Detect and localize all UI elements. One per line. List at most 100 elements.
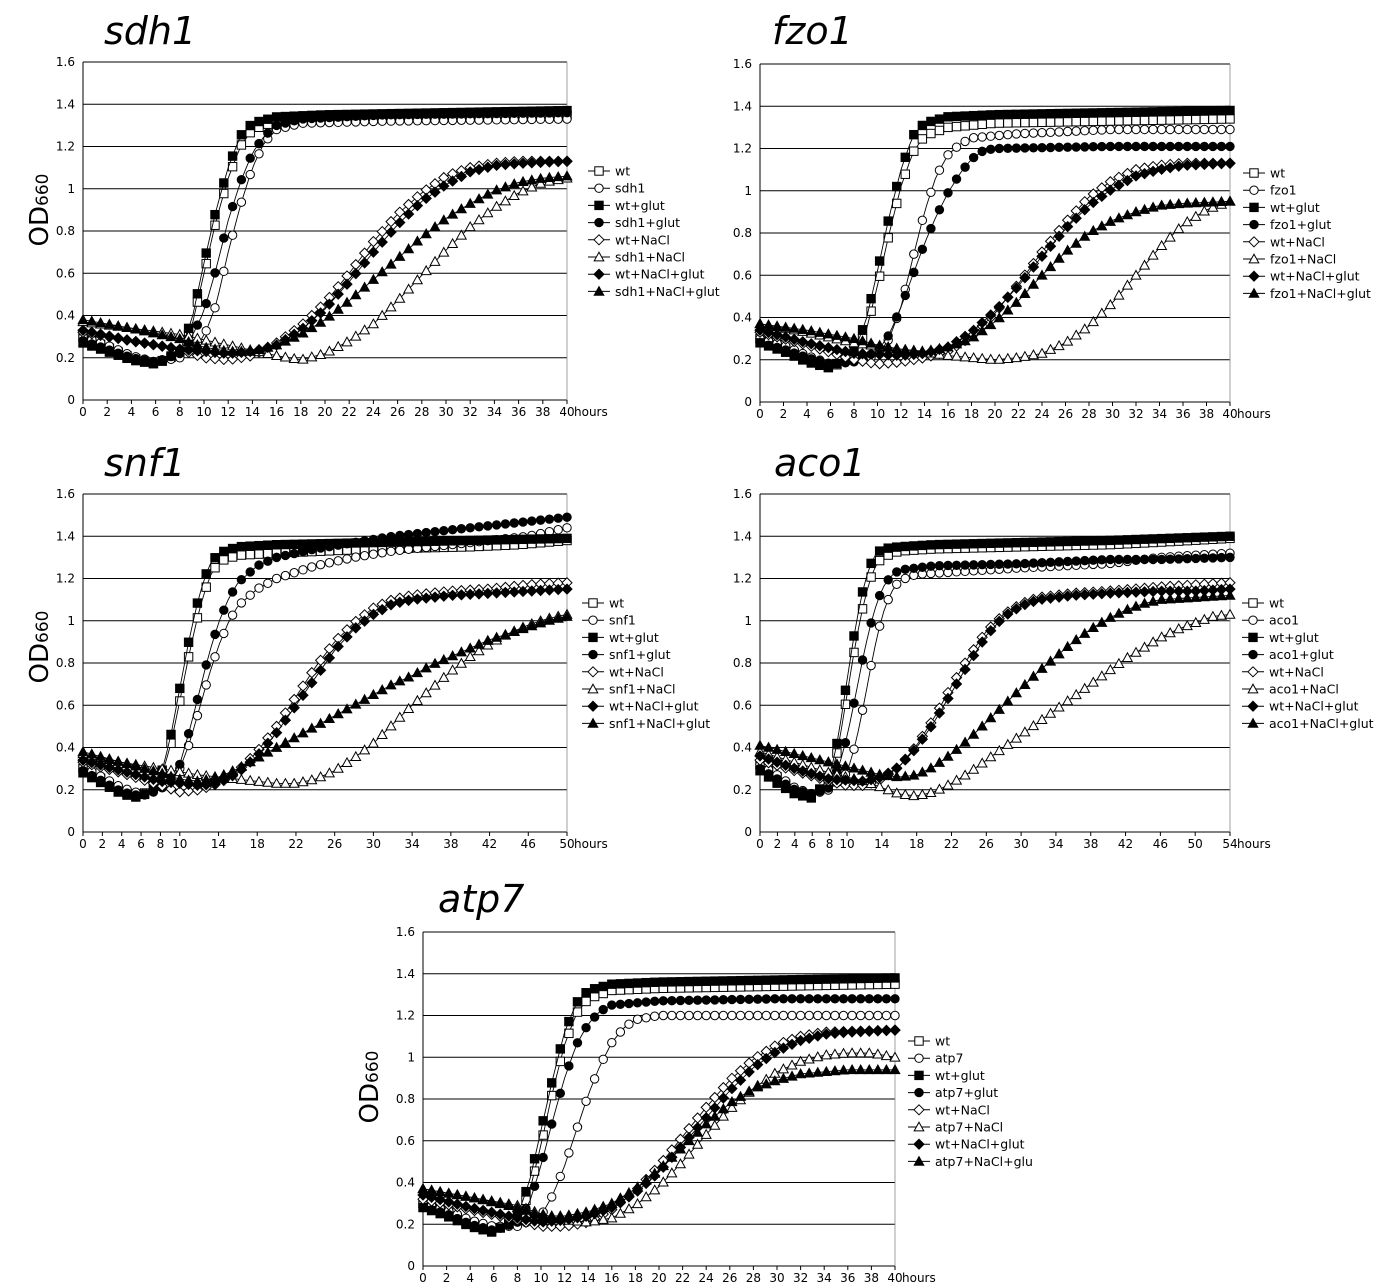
data-point	[1192, 107, 1200, 115]
x-tick-label: 10	[172, 837, 187, 851]
data-point	[272, 541, 280, 549]
data-point	[1123, 653, 1133, 662]
legend-label: fzo1+NaCl+glut	[1270, 286, 1371, 301]
data-point	[1088, 623, 1098, 632]
data-point	[858, 656, 866, 664]
data-point	[563, 513, 571, 521]
data-point	[1132, 125, 1140, 133]
y-tick-label: 0.2	[56, 351, 75, 365]
series-snf1+glut	[79, 513, 571, 799]
data-point	[1020, 727, 1030, 736]
data-point	[969, 765, 979, 774]
data-point	[492, 185, 502, 194]
data-point	[773, 775, 781, 783]
data-point	[1081, 537, 1089, 545]
data-point	[1021, 538, 1029, 546]
legend-entry: wt	[908, 1034, 950, 1049]
data-point	[316, 318, 326, 327]
x-tick-label: 10	[839, 837, 854, 851]
data-point	[290, 549, 298, 557]
data-point	[1123, 117, 1131, 125]
data-point	[1063, 118, 1071, 126]
data-point	[1088, 197, 1098, 207]
data-point	[554, 534, 562, 542]
legend-label: wt+NaCl+glut	[1269, 699, 1359, 714]
series-wt+NaCl+glut	[755, 158, 1235, 360]
data-point	[935, 166, 943, 174]
data-point	[1123, 142, 1131, 150]
data-point	[422, 110, 430, 118]
data-point	[457, 647, 467, 656]
data-point	[745, 1011, 753, 1019]
data-point	[88, 771, 96, 779]
data-point	[753, 1060, 763, 1070]
data-point	[969, 153, 977, 161]
data-point	[457, 204, 467, 213]
data-point	[246, 170, 254, 178]
legend-marker	[1248, 667, 1258, 677]
x-tick-label: 22	[288, 837, 303, 851]
data-point	[952, 561, 960, 569]
y-tick-label: 1.2	[56, 572, 75, 586]
data-point	[554, 526, 562, 534]
data-point	[762, 1011, 770, 1019]
legend-marker	[595, 201, 603, 209]
data-point	[132, 354, 140, 362]
data-point	[952, 776, 962, 785]
data-point	[281, 779, 291, 788]
y-tick-label: 1.2	[733, 142, 752, 156]
data-point	[728, 1011, 736, 1019]
data-point	[1063, 557, 1071, 565]
data-point	[867, 661, 875, 669]
data-point	[1123, 555, 1131, 563]
y-tick-label: 1.2	[733, 572, 752, 586]
data-point	[977, 758, 987, 767]
legend-entry: wt+NaCl	[908, 1102, 990, 1117]
data-point	[764, 770, 772, 778]
data-point	[805, 1011, 813, 1019]
data-point	[1140, 108, 1148, 116]
data-point	[140, 356, 148, 364]
data-point	[104, 331, 114, 341]
x-tick-label: 34	[404, 837, 419, 851]
data-point	[882, 1065, 892, 1074]
data-point	[1063, 127, 1071, 135]
data-point	[918, 121, 926, 129]
data-point	[565, 1062, 573, 1070]
data-point	[264, 541, 272, 549]
legend-label: snf1+glut	[609, 647, 671, 662]
data-point	[884, 217, 892, 225]
data-point	[848, 1011, 856, 1019]
legend-entry: wt	[588, 164, 630, 179]
data-point	[616, 1028, 624, 1036]
x-tick-label: 10	[533, 1271, 548, 1285]
data-point	[901, 574, 909, 582]
legend-label: aco1+NaCl+glut	[1269, 716, 1374, 731]
data-point	[625, 1020, 633, 1028]
legend-marker	[1250, 203, 1258, 211]
x-tick-label: 38	[1199, 407, 1214, 421]
legend-label: wt+glut	[615, 198, 665, 213]
y-tick-label: 1.4	[733, 529, 752, 543]
data-point	[431, 110, 439, 118]
x-tick-label: 46	[521, 837, 536, 851]
data-point	[448, 537, 456, 545]
legend-label: atp7+NaCl+glu	[935, 1154, 1033, 1169]
data-point	[978, 120, 986, 128]
legend-marker	[915, 1054, 923, 1062]
x-tick-label: 42	[482, 837, 497, 851]
data-point	[901, 153, 909, 161]
data-point	[228, 611, 236, 619]
data-point	[1225, 158, 1235, 168]
data-point	[548, 1193, 556, 1201]
data-point	[987, 560, 995, 568]
data-point	[1080, 684, 1090, 693]
data-point	[816, 787, 824, 795]
data-point	[228, 588, 236, 596]
data-point	[590, 992, 598, 1000]
data-point	[1080, 629, 1090, 638]
data-point	[891, 995, 899, 1003]
data-point	[360, 537, 368, 545]
data-point	[1175, 534, 1183, 542]
data-point	[841, 738, 849, 746]
